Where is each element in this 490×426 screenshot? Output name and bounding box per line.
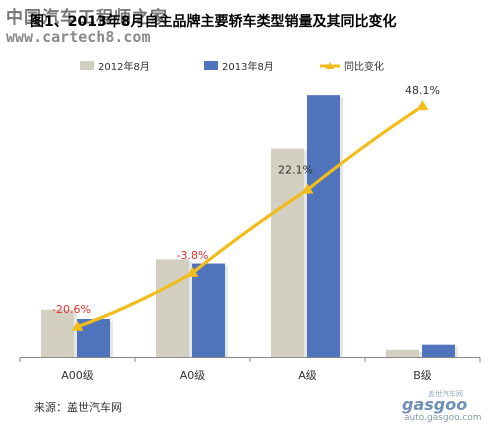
logo-url: auto.gasgoo.com — [404, 413, 482, 423]
yoy-marker-1 — [71, 320, 84, 331]
legend: 2012年8月 2013年8月 同比变化 — [80, 60, 384, 73]
yoy-marker-3 — [301, 183, 314, 194]
legend-label: 同比变化 — [344, 60, 384, 73]
bar-2013-4 — [422, 344, 455, 357]
legend-swatch-2 — [204, 61, 218, 70]
legend-swatch-1 — [80, 61, 94, 70]
bars — [41, 95, 458, 357]
yoy-data-label-3: 22.1% — [278, 164, 313, 177]
legend-label: 2012年8月 — [98, 60, 150, 73]
gasgoo-logo: 盖世汽车网 gasgoo auto.gasgoo.com — [398, 389, 486, 423]
bar-2013-2 — [192, 263, 225, 357]
yoy-data-label-2: -3.8% — [177, 249, 209, 262]
x-tick-label: A0级 — [180, 369, 206, 382]
bar-2013-3 — [307, 95, 340, 357]
yoy-line: -20.6% -3.8% 22.1% 48.1% — [52, 84, 440, 331]
yoy-line-path — [76, 104, 424, 329]
bar-2012-3 — [271, 148, 304, 357]
source-note: 来源：盖世汽车网 — [34, 401, 122, 414]
legend-label: 2013年8月 — [222, 60, 274, 73]
yoy-data-label-1: -20.6% — [52, 303, 91, 316]
logo-top-text: 盖世汽车网 — [428, 390, 463, 398]
bar-2012-1 — [41, 309, 74, 357]
x-tick-label: A级 — [298, 369, 317, 382]
legend-triangle-marker — [326, 62, 334, 69]
bar-2012-2 — [156, 259, 189, 357]
x-tick-label: A00级 — [61, 369, 94, 382]
yoy-marker-4 — [416, 100, 429, 111]
chart-title: 图1、2013年8月自主品牌主要轿车类型销量及其同比变化 — [30, 14, 397, 30]
bar-2012-4 — [386, 349, 419, 357]
logo-brand: gasgoo — [402, 395, 468, 414]
watermark-site-name: 中国汽车工程师之家 — [6, 8, 168, 28]
x-axis: A00级 A0级 A级 B级 — [19, 357, 481, 382]
watermark-url: www.cartech8.com — [6, 28, 151, 46]
yoy-data-label-4: 48.1% — [405, 84, 440, 97]
x-tick-label: B级 — [413, 369, 432, 382]
yoy-marker-2 — [186, 266, 199, 277]
